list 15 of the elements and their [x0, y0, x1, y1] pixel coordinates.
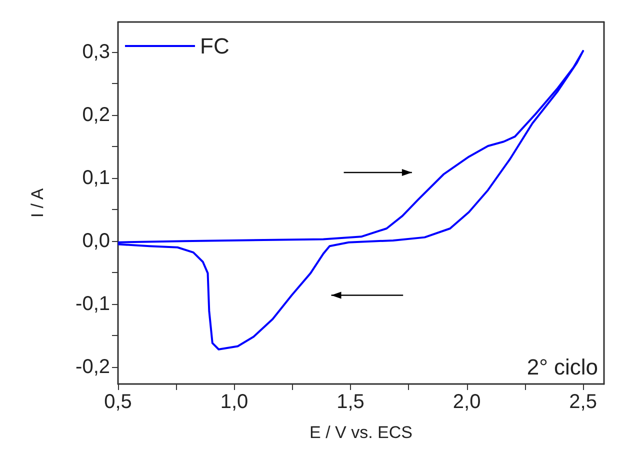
annotation: 2° ciclo [526, 354, 598, 380]
x-axis-title: E / V vs. ECS [310, 423, 412, 442]
x-tick-label: 2,0 [452, 391, 481, 413]
y-tick-label: 0,1 [82, 167, 110, 190]
y-axis-title: I / A [28, 188, 47, 218]
x-tick-label: 1,5 [336, 391, 364, 413]
x-tick-label: 0,5 [104, 391, 132, 413]
x-tick-label: 1,0 [220, 391, 248, 413]
y-tick-label: 0,3 [82, 41, 110, 64]
y-tick-label: -0,1 [76, 293, 110, 316]
legend-label: FC [200, 34, 230, 58]
y-tick-label: 0,2 [82, 104, 110, 126]
y-tick-label: 0,0 [82, 230, 110, 252]
x-tick-label: 2,5 [569, 391, 597, 413]
y-tick-label: -0,2 [76, 356, 110, 378]
